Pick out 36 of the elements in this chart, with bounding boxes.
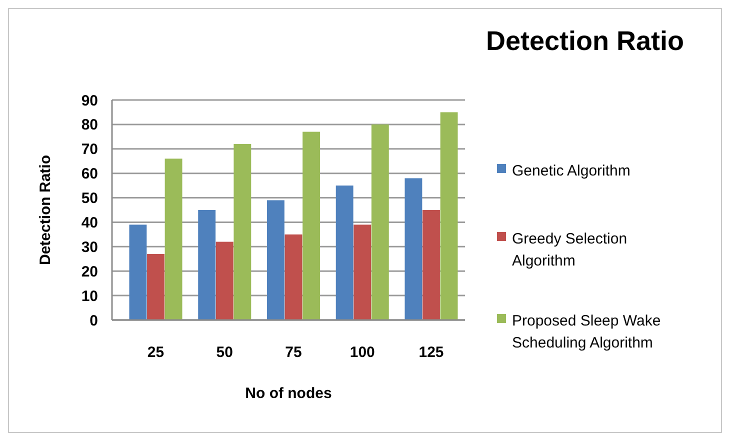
- bar: [266, 200, 284, 320]
- bar: [302, 132, 320, 320]
- bar: [198, 210, 216, 320]
- bar: [216, 242, 234, 320]
- text: Detection Ratio: [486, 26, 684, 56]
- bar: [371, 124, 389, 320]
- bar: [404, 178, 422, 320]
- x-tick-label: 125: [418, 344, 444, 361]
- bar: [164, 158, 182, 320]
- y-tick-label: 60: [81, 166, 98, 183]
- legend-label: Greedy Selection Algorithm: [512, 230, 628, 270]
- legend-label: Proposed Sleep Wake Scheduling Algorithm: [512, 312, 661, 352]
- x-axis-title: No of nodes: [245, 385, 332, 402]
- y-tick-label: 0: [90, 312, 98, 330]
- bar: [440, 112, 458, 320]
- y-tick-label: 30: [81, 238, 98, 256]
- y-tick-label: 90: [81, 92, 98, 110]
- bar: [129, 224, 147, 320]
- bar: [147, 254, 164, 320]
- y-axis-title: Detection Ratio: [37, 154, 54, 266]
- y-tick-label: 70: [81, 141, 98, 158]
- bar: [422, 210, 440, 320]
- x-tick-label: 50: [216, 344, 233, 361]
- bar: [284, 234, 302, 320]
- x-tick-label: 75: [285, 344, 302, 361]
- x-tick-label: 25: [147, 344, 164, 361]
- y-tick-label: 50: [81, 190, 98, 208]
- legend-label: Genetic Algorithm: [512, 162, 630, 180]
- y-tick-label: 10: [81, 288, 98, 305]
- bar: [354, 224, 372, 320]
- y-tick-label: 20: [81, 263, 98, 280]
- x-tick-label: 100: [350, 344, 375, 361]
- y-tick-label: 80: [81, 116, 98, 134]
- bar: [234, 144, 252, 320]
- y-tick-label: 40: [81, 214, 98, 232]
- bar: [336, 186, 354, 320]
